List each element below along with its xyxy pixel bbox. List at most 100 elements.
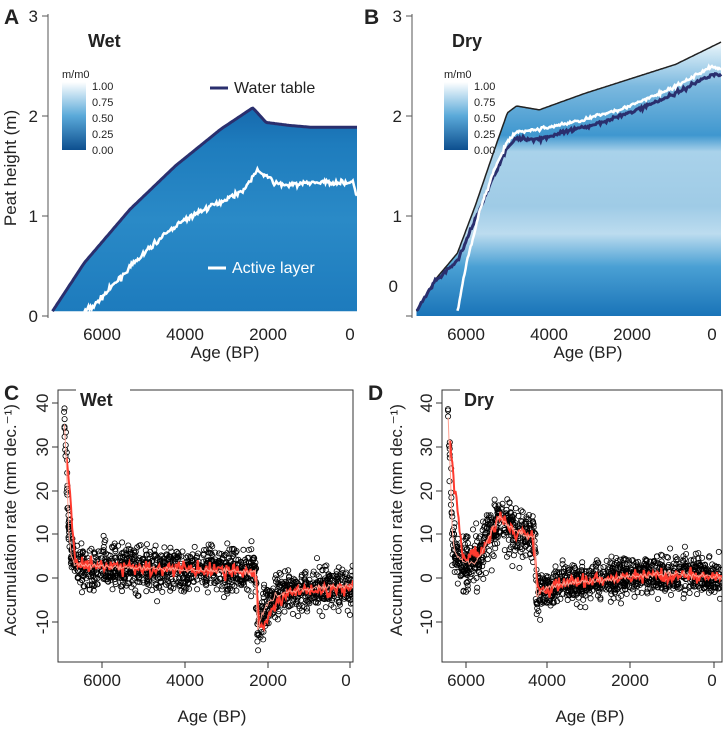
- panel-a-xtick-0: 0: [345, 325, 354, 344]
- data-point: [147, 548, 154, 555]
- data-point: [483, 525, 490, 532]
- data-point: [714, 580, 721, 587]
- panel-a-xtick-4000: 4000: [166, 325, 204, 344]
- data-point: [469, 557, 476, 564]
- data-point: [346, 575, 353, 582]
- panel-d-ytick-0: 0: [417, 573, 436, 582]
- panel-c-ytick-30: 30: [33, 438, 52, 457]
- panel-c-ytick-neg10: -10: [33, 610, 52, 635]
- panel-c-ytick-40: 40: [33, 394, 52, 413]
- panel-d-plot-area: [444, 406, 722, 623]
- panel-b-title: Dry: [452, 31, 482, 51]
- data-point: [718, 579, 722, 586]
- panel-b-legend: m/m0 1.00 0.75 0.50 0.25 0.00: [444, 69, 495, 157]
- data-point: [91, 576, 98, 583]
- data-point: [573, 601, 580, 608]
- data-point: [167, 584, 174, 591]
- data-point: [107, 552, 114, 559]
- data-point: [302, 571, 309, 578]
- data-point: [100, 547, 107, 554]
- data-point: [478, 554, 485, 561]
- data-point: [537, 616, 544, 623]
- data-point: [113, 554, 120, 561]
- data-point: [266, 587, 273, 594]
- data-point: [668, 591, 675, 598]
- data-point: [132, 587, 139, 594]
- data-point: [522, 520, 529, 527]
- data-point: [653, 560, 660, 567]
- data-point: [489, 551, 496, 558]
- data-point: [481, 531, 488, 538]
- data-point: [285, 567, 292, 574]
- data-point: [687, 557, 694, 564]
- panel-a: A 3 2 1 0 Peat height (m) 6000 4000 2000…: [1, 6, 359, 362]
- data-point: [75, 575, 82, 582]
- data-point: [470, 577, 477, 584]
- panel-a-legend-label-2: 0.50: [92, 113, 113, 125]
- data-point: [469, 526, 476, 533]
- data-point: [682, 583, 689, 590]
- data-point: [79, 549, 86, 556]
- panel-d-frame: [441, 389, 723, 663]
- data-point: [243, 586, 250, 593]
- data-point: [309, 571, 316, 578]
- data-point: [248, 593, 255, 600]
- panel-b-legend-label-4: 0.00: [474, 145, 495, 157]
- panel-a-xtick-2000: 2000: [249, 325, 287, 344]
- data-point: [88, 545, 95, 552]
- data-point: [319, 577, 326, 584]
- panel-c-xtick-4000: 4000: [166, 671, 204, 690]
- data-point: [505, 536, 512, 543]
- panel-d-ytick-neg10: -10: [417, 610, 436, 635]
- panel-a-legend-label-0: 1.00: [92, 81, 113, 93]
- data-point: [511, 511, 518, 518]
- data-point: [330, 573, 337, 580]
- data-point: [144, 576, 151, 583]
- data-point: [539, 575, 546, 582]
- data-point: [188, 557, 195, 564]
- data-point: [459, 566, 466, 573]
- data-point: [241, 576, 248, 583]
- data-point: [631, 593, 638, 600]
- data-point: [680, 557, 687, 564]
- data-point: [111, 543, 118, 550]
- data-point: [587, 595, 594, 602]
- data-point: [683, 551, 690, 558]
- data-point: [630, 562, 637, 569]
- water-table-annotation: Water table: [234, 80, 315, 97]
- data-point: [634, 589, 641, 596]
- data-point: [336, 601, 343, 608]
- data-point: [503, 553, 510, 560]
- data-point: [715, 548, 722, 555]
- data-point: [61, 416, 68, 423]
- data-point: [523, 514, 530, 521]
- data-point: [121, 575, 128, 582]
- panel-d-x-axis-label: Age (BP): [556, 707, 625, 726]
- data-point: [454, 568, 461, 575]
- data-point: [514, 539, 521, 546]
- data-point: [582, 604, 589, 611]
- data-point: [226, 546, 233, 553]
- data-point: [105, 558, 112, 565]
- data-point: [519, 508, 526, 515]
- panel-a-legend-label-1: 0.75: [92, 97, 113, 109]
- data-point: [553, 572, 560, 579]
- panel-d-title: Dry: [464, 390, 494, 410]
- data-point: [152, 552, 159, 559]
- data-point: [569, 595, 576, 602]
- data-point: [463, 579, 470, 586]
- data-point: [609, 565, 616, 572]
- data-point: [579, 559, 586, 566]
- data-point: [215, 559, 222, 566]
- panel-a-ytick-0: 0: [29, 307, 38, 326]
- data-point: [123, 582, 130, 589]
- data-point: [322, 604, 329, 611]
- data-point: [261, 581, 268, 588]
- data-point: [248, 546, 255, 553]
- data-point: [698, 586, 705, 593]
- data-point: [100, 532, 107, 539]
- data-point: [344, 607, 351, 614]
- data-point: [62, 429, 69, 436]
- data-point: [454, 580, 461, 587]
- data-point: [673, 557, 680, 564]
